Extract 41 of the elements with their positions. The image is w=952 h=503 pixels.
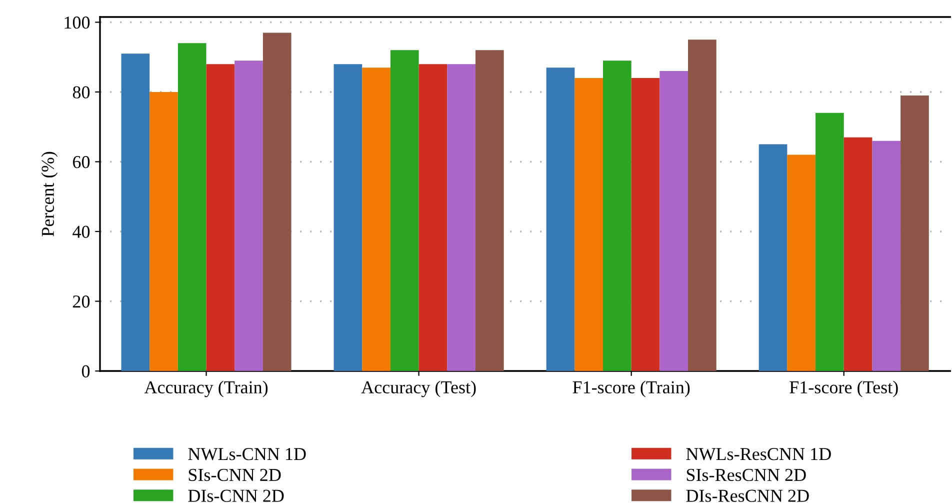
bar	[447, 64, 476, 371]
y-tick-label: 100	[64, 16, 90, 29]
bar	[602, 60, 632, 371]
bar	[816, 112, 844, 371]
bar	[206, 64, 235, 371]
bar	[121, 54, 150, 371]
y-axis-title: Percent (%)	[41, 152, 58, 236]
bar	[362, 68, 390, 371]
bar	[631, 78, 660, 371]
x-tick-label: Accuracy (Train)	[144, 380, 268, 398]
bar	[418, 64, 448, 371]
bar	[688, 40, 716, 371]
y-tick-label: 20	[73, 296, 90, 308]
bar	[758, 144, 788, 371]
legend-label: DIs-ResCNN 2D	[686, 490, 809, 502]
x-tick-label: Accuracy (Test)	[361, 380, 476, 398]
bar	[334, 64, 362, 371]
legend-label: NWLs-CNN 1D	[188, 448, 306, 460]
bar	[262, 32, 292, 371]
legend-label: NWLs-ResCNN 1D	[686, 448, 831, 460]
bar	[178, 43, 206, 371]
x-tick-label: F1-score (Test)	[790, 380, 898, 398]
x-tick-label: F1-score (Train)	[572, 380, 690, 398]
bar	[234, 60, 263, 371]
bar	[390, 50, 419, 371]
bar	[872, 140, 901, 371]
bar	[660, 71, 688, 371]
legend-label: SIs-CNN 2D	[188, 468, 281, 482]
y-tick-label: 0	[82, 365, 90, 378]
y-tick-label: 80	[72, 86, 90, 98]
y-tick-label: 40	[72, 226, 90, 238]
bar	[787, 154, 816, 371]
bar	[150, 92, 178, 371]
legend-label: DIs-CNN 2D	[188, 490, 284, 502]
bar	[574, 78, 603, 371]
bar	[900, 95, 929, 371]
bar	[546, 68, 575, 371]
y-tick-label: 60	[73, 156, 90, 168]
bar	[844, 137, 872, 371]
bar	[475, 50, 504, 371]
legend-label: SIs-ResCNN 2D	[686, 468, 806, 482]
